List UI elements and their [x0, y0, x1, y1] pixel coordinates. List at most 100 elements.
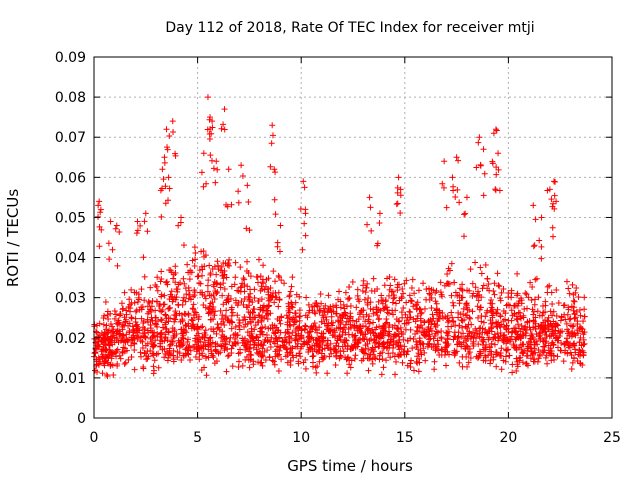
data-point-marker [544, 283, 551, 290]
data-point-marker [165, 354, 172, 361]
data-point-marker [511, 311, 518, 318]
data-point-marker [475, 341, 482, 348]
data-point-marker [416, 335, 423, 342]
data-point-marker [515, 334, 522, 341]
data-point-marker [220, 301, 227, 308]
data-point-marker [125, 356, 132, 363]
data-point-marker [385, 292, 392, 299]
data-point-marker [436, 307, 443, 314]
data-point-marker [205, 277, 212, 284]
data-point-marker [506, 302, 513, 309]
data-point-marker [449, 314, 456, 321]
data-point-marker [573, 284, 580, 291]
data-point-marker [185, 344, 192, 351]
data-point-marker [161, 354, 168, 361]
data-point-marker [185, 295, 192, 302]
data-point-marker [361, 336, 368, 343]
data-point-marker [561, 340, 568, 347]
data-point-marker [383, 319, 390, 326]
data-point-marker [333, 304, 340, 311]
data-point-marker [464, 333, 471, 340]
data-point-marker [391, 294, 398, 301]
data-point-marker [456, 300, 463, 307]
data-point-marker [237, 346, 244, 353]
data-point-marker [117, 310, 124, 317]
data-point-marker [479, 337, 486, 344]
data-point-marker [92, 350, 99, 357]
data-point-marker [490, 130, 497, 137]
data-point-marker [420, 280, 427, 287]
data-point-marker [181, 280, 188, 287]
data-point-marker [527, 355, 534, 362]
data-point-marker [113, 222, 120, 229]
data-point-marker [194, 336, 201, 343]
data-point-marker [379, 332, 386, 339]
data-point-marker [442, 344, 449, 351]
data-point-marker [144, 355, 151, 362]
data-point-marker [514, 302, 521, 309]
data-point-marker [286, 338, 293, 345]
data-point-marker [289, 345, 296, 352]
data-point-marker [237, 264, 244, 271]
data-point-marker [312, 364, 319, 371]
data-point-marker [141, 273, 148, 280]
data-point-marker [317, 307, 324, 314]
data-point-marker [382, 320, 389, 327]
data-point-marker [353, 304, 360, 311]
data-point-marker [431, 366, 438, 373]
data-point-marker [196, 267, 203, 274]
data-point-marker [496, 187, 503, 194]
data-point-marker [287, 288, 294, 295]
data-point-marker [260, 262, 267, 269]
data-point-marker [508, 307, 515, 314]
data-point-marker [460, 339, 467, 346]
data-point-marker [208, 157, 215, 164]
data-point-marker [358, 307, 365, 314]
data-point-marker [228, 325, 235, 332]
data-point-marker [489, 312, 496, 319]
y-tick-label: 0.06 [55, 170, 86, 186]
data-point-marker [477, 264, 484, 271]
data-point-marker [100, 321, 107, 328]
data-point-marker [394, 200, 401, 207]
data-point-marker [239, 280, 246, 287]
data-point-marker [459, 353, 466, 360]
data-point-marker [439, 293, 446, 300]
data-point-marker [156, 300, 163, 307]
data-point-marker [110, 372, 117, 379]
data-point-marker [172, 263, 179, 270]
data-point-marker [568, 333, 575, 340]
data-point-marker [547, 308, 554, 315]
data-point-marker [538, 243, 545, 250]
data-point-marker [200, 183, 207, 190]
data-point-marker [271, 196, 278, 203]
data-point-marker [250, 305, 257, 312]
data-point-marker [423, 286, 430, 293]
data-point-marker [549, 326, 556, 333]
data-point-marker [165, 174, 172, 181]
data-point-marker [212, 179, 219, 186]
data-point-marker [119, 323, 126, 330]
data-point-marker [488, 324, 495, 331]
data-point-marker [448, 260, 455, 267]
data-point-marker [213, 358, 220, 365]
data-point-marker [531, 301, 538, 308]
data-point-marker [576, 339, 583, 346]
data-point-marker [497, 313, 504, 320]
data-point-marker [218, 263, 225, 270]
y-tick-label: 0.09 [55, 50, 86, 66]
data-point-marker [301, 220, 308, 227]
data-point-marker [163, 126, 170, 133]
data-point-marker [166, 349, 173, 356]
data-point-marker [107, 218, 114, 225]
data-point-marker [239, 339, 246, 346]
data-point-marker [209, 352, 216, 359]
data-point-marker [360, 346, 367, 353]
data-point-marker [318, 318, 325, 325]
data-point-marker [565, 285, 572, 292]
data-point-marker [476, 348, 483, 355]
data-point-marker [397, 352, 404, 359]
data-point-marker [243, 225, 250, 232]
data-point-marker [554, 353, 561, 360]
data-point-marker [97, 209, 104, 216]
